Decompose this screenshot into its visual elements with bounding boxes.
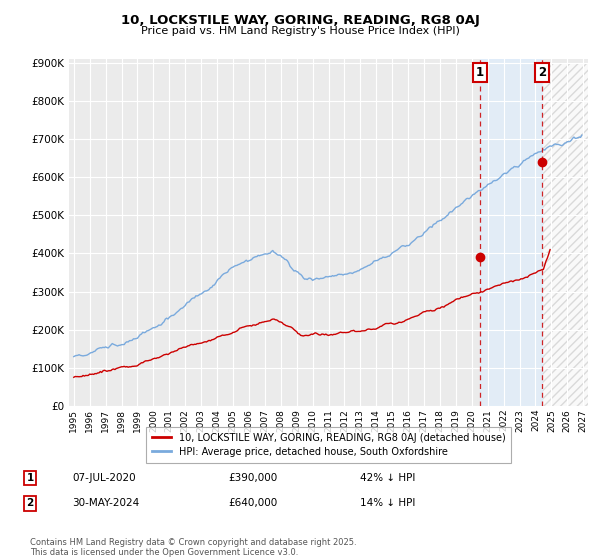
Legend: 10, LOCKSTILE WAY, GORING, READING, RG8 0AJ (detached house), HPI: Average price: 10, LOCKSTILE WAY, GORING, READING, RG8 … bbox=[146, 427, 511, 463]
Text: 42% ↓ HPI: 42% ↓ HPI bbox=[360, 473, 415, 483]
Text: 30-MAY-2024: 30-MAY-2024 bbox=[72, 498, 139, 508]
Text: Contains HM Land Registry data © Crown copyright and database right 2025.
This d: Contains HM Land Registry data © Crown c… bbox=[30, 538, 356, 557]
Text: 2: 2 bbox=[26, 498, 34, 508]
Text: 1: 1 bbox=[476, 66, 484, 78]
Bar bbox=[542, 59, 588, 406]
Text: 10, LOCKSTILE WAY, GORING, READING, RG8 0AJ: 10, LOCKSTILE WAY, GORING, READING, RG8 … bbox=[121, 14, 479, 27]
Text: £640,000: £640,000 bbox=[228, 498, 277, 508]
Text: 1: 1 bbox=[26, 473, 34, 483]
Text: 07-JUL-2020: 07-JUL-2020 bbox=[72, 473, 136, 483]
Bar bbox=[542, 63, 588, 406]
Text: 14% ↓ HPI: 14% ↓ HPI bbox=[360, 498, 415, 508]
Text: £390,000: £390,000 bbox=[228, 473, 277, 483]
Text: Price paid vs. HM Land Registry's House Price Index (HPI): Price paid vs. HM Land Registry's House … bbox=[140, 26, 460, 36]
Text: 2: 2 bbox=[538, 66, 546, 78]
Bar bbox=[480, 59, 542, 406]
